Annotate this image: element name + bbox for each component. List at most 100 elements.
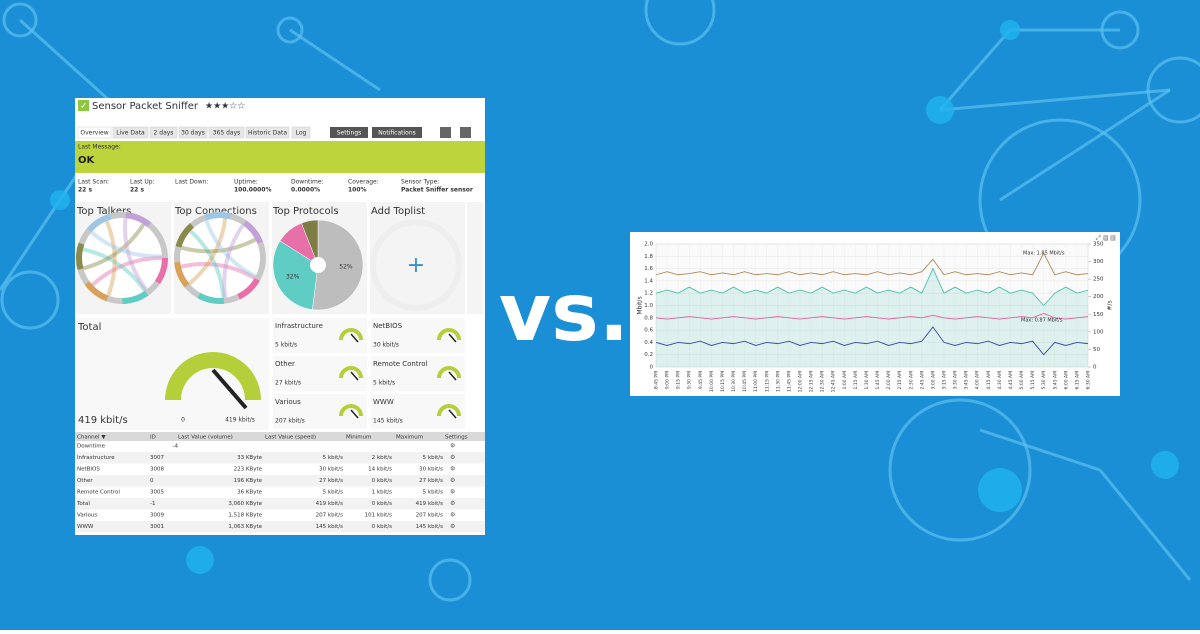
x-tick-label: 12:15 AM <box>809 371 815 392</box>
add-icon[interactable]: + <box>407 253 425 278</box>
y-tick-label: 0.4 <box>644 340 653 346</box>
tab[interactable] <box>178 126 208 139</box>
tab[interactable] <box>208 126 245 139</box>
x-tick-label: 5:30 AM <box>1041 371 1047 390</box>
table-cell: 27 kbit/s <box>419 478 443 484</box>
chord <box>91 256 163 287</box>
stat-value: 100% <box>348 187 367 194</box>
x-tick-label: 11:45 PM <box>786 371 792 392</box>
gauge-name: NetBIOS <box>373 322 403 330</box>
mini-needle <box>448 409 457 419</box>
table-cell: 145 kbit/s <box>316 524 343 530</box>
table-header-cell: ID <box>150 435 156 441</box>
x-tick-label: 10:00 PM <box>709 371 715 392</box>
gauge-value: 145 kbit/s <box>373 418 403 425</box>
chord-arc <box>237 277 260 300</box>
table-cell: 33 KByte <box>237 455 263 461</box>
widget-title: Top Connections <box>174 206 257 217</box>
table-cell: Other <box>77 478 93 484</box>
table-cell: 419 kbit/s <box>316 501 343 507</box>
x-tick-label: 5:00 AM <box>1019 371 1025 390</box>
button-label: Notifications <box>378 130 416 137</box>
settings-icon[interactable]: ⚙ <box>450 512 455 519</box>
widget-title: Add Toplist <box>371 206 425 217</box>
tab[interactable] <box>112 126 149 139</box>
y2-tick-label: 300 <box>1093 259 1104 265</box>
toplist-placeholder <box>370 219 462 311</box>
tab[interactable] <box>291 126 311 139</box>
table-cell: 36 KByte <box>237 490 263 496</box>
sensor-title: Sensor Packet Sniffer <box>92 101 199 112</box>
chord-arc <box>197 292 225 304</box>
tab[interactable] <box>245 126 290 139</box>
gauge-min: 0 <box>181 417 185 424</box>
tab-label: 30 days <box>181 130 205 137</box>
settings-icon[interactable]: ⚙ <box>450 523 455 530</box>
tab[interactable] <box>149 126 178 139</box>
chart-icon[interactable]: ⤢ <box>1096 235 1101 242</box>
table-cell: NetBIOS <box>77 467 100 473</box>
mini-needle <box>350 371 359 381</box>
table-cell: 30 kbit/s <box>419 467 443 473</box>
tab-label: 365 days <box>213 130 241 137</box>
gauge-value: 30 kbit/s <box>373 342 399 349</box>
settings-icon[interactable]: ⚙ <box>450 454 455 461</box>
settings-icon[interactable]: ⚙ <box>450 443 455 450</box>
y-tick-label: 1.2 <box>644 291 653 297</box>
tab[interactable] <box>77 126 112 139</box>
status-value: OK <box>78 155 96 166</box>
table-cell: 0 kbit/s <box>372 501 392 507</box>
tab-label: Historic Data <box>248 130 287 137</box>
stat-value: 22 s <box>78 187 92 194</box>
pie-label: 32% <box>286 273 300 280</box>
chord <box>188 218 228 286</box>
settings-icon[interactable]: ⚙ <box>450 477 455 484</box>
settings-icon[interactable]: ⚙ <box>450 489 455 496</box>
table-row-bg <box>75 498 485 510</box>
table-cell: 3001 <box>150 524 164 530</box>
table-cell: 207 kbit/s <box>316 513 343 519</box>
mini-needle <box>350 409 359 419</box>
mini-needle <box>350 333 359 343</box>
x-tick-label: 9:30 PM <box>687 371 693 389</box>
chart-icon[interactable]: ▤ <box>1103 235 1109 242</box>
x-tick-label: 10:45 PM <box>742 371 748 392</box>
chord <box>222 224 245 298</box>
table-header-cell: Settings <box>445 435 468 441</box>
x-tick-label: 1:00 AM <box>842 371 848 390</box>
series-line <box>655 313 1089 320</box>
table-cell: 3009 <box>150 513 164 519</box>
chord <box>104 220 117 297</box>
table-header-cell: Minimum <box>346 435 372 441</box>
x-tick-label: 9:45 PM <box>698 371 704 389</box>
table-cell: 1,518 KByte <box>228 513 262 519</box>
table-row-bg <box>75 452 485 464</box>
stat-label: Coverage: <box>348 179 379 186</box>
status-icon <box>78 100 89 111</box>
table-header-cell: Channel ▼ <box>77 435 106 441</box>
icon-button[interactable] <box>440 127 451 138</box>
chord-arc <box>86 213 112 233</box>
button[interactable] <box>330 127 368 138</box>
settings-icon[interactable]: ⚙ <box>450 466 455 473</box>
gauge-name: WWW <box>373 398 394 406</box>
icon-button[interactable] <box>460 127 471 138</box>
x-tick-label: 2:00 AM <box>886 371 892 390</box>
y-tick-label: 1.4 <box>644 278 653 284</box>
gauge-value: 207 kbit/s <box>275 418 305 425</box>
table-cell: 5 kbit/s <box>323 490 343 496</box>
chart-icon[interactable]: ▥ <box>1110 235 1116 242</box>
settings-icon[interactable]: ⚙ <box>450 500 455 507</box>
widget-title: Top Protocols <box>272 206 339 217</box>
stat-value: 0.0000% <box>291 187 320 194</box>
table-header <box>75 432 485 441</box>
mini-gauge <box>437 404 461 417</box>
button-label: Settings <box>337 130 362 137</box>
chord-arc <box>84 281 109 302</box>
table-cell: 0 kbit/s <box>372 524 392 530</box>
stat-value: 22 s <box>130 187 144 194</box>
table-cell: 5 kbit/s <box>423 455 443 461</box>
button[interactable] <box>372 127 422 138</box>
x-tick-label: 2:45 AM <box>919 371 925 390</box>
